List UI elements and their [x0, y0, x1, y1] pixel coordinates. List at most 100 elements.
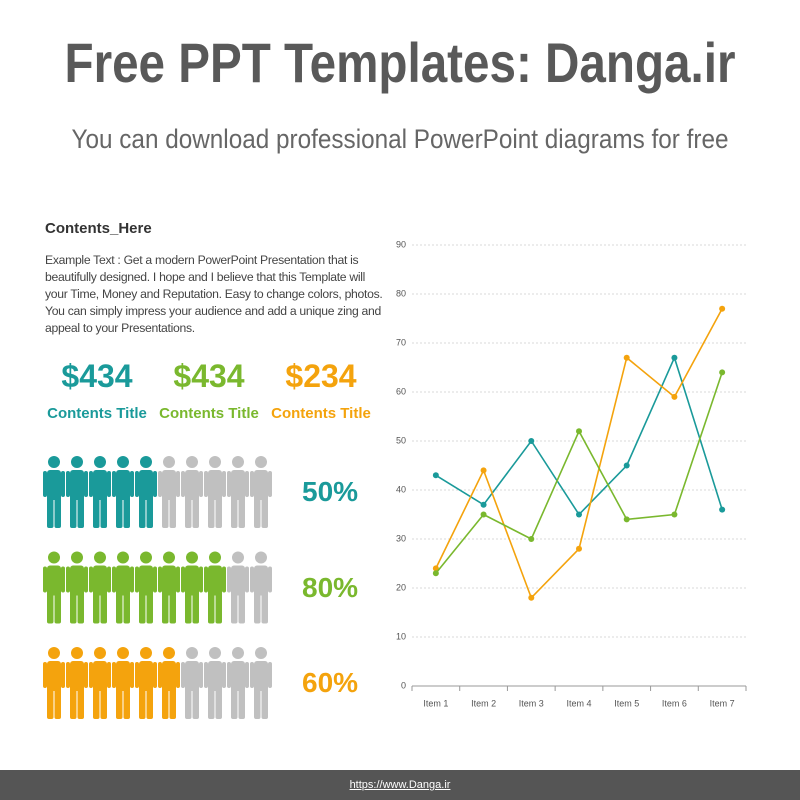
person-head — [232, 456, 244, 468]
person-leg — [54, 687, 61, 719]
point — [623, 462, 630, 469]
person-leg — [47, 496, 54, 528]
footer-link[interactable]: https://www.Danga.ir — [0, 770, 800, 800]
person-icon — [250, 647, 272, 719]
point — [432, 472, 439, 479]
person-leg — [215, 591, 222, 624]
person-arm — [107, 662, 111, 688]
percent-label: 50% — [302, 476, 359, 507]
person-head — [94, 551, 106, 564]
point — [528, 438, 535, 444]
person-arm — [66, 471, 70, 497]
person-arm — [204, 662, 208, 688]
person-icon — [66, 647, 88, 719]
person-leg — [70, 591, 77, 624]
point — [480, 467, 487, 474]
person-head — [140, 647, 152, 659]
y-tick-label: 10 — [396, 631, 406, 641]
person-head — [163, 456, 175, 468]
person-leg — [77, 687, 84, 719]
person-arm — [135, 471, 139, 497]
person-arm — [89, 471, 93, 497]
person-leg — [70, 687, 77, 719]
person-torso — [116, 565, 130, 596]
person-head — [255, 647, 267, 659]
person-leg — [231, 496, 238, 528]
person-arm — [222, 471, 226, 497]
person-arm — [176, 662, 180, 688]
point — [719, 305, 726, 312]
person-torso — [139, 470, 153, 500]
person-arm — [107, 566, 111, 593]
person-leg — [261, 687, 268, 719]
stat-value: $434 — [61, 358, 133, 394]
person-arm — [176, 471, 180, 497]
person-leg — [146, 591, 153, 624]
person-arm — [153, 471, 157, 497]
person-icon — [135, 551, 157, 624]
person-arm — [130, 471, 134, 497]
person-leg — [192, 496, 199, 528]
stat-value: $234 — [285, 358, 357, 394]
person-icon — [66, 456, 88, 528]
person-leg — [231, 591, 238, 624]
person-leg — [192, 687, 199, 719]
chart: 0 10 20 30 40 50 60 70 80 90 Item 1 Item 2 Item 3 Ite… — [43, 239, 747, 719]
person-torso — [208, 661, 222, 691]
person-head — [186, 551, 198, 564]
person-torso — [231, 565, 245, 596]
x-tick-label: Item 5 — [614, 698, 639, 708]
person-icon — [181, 456, 203, 528]
person-leg — [215, 496, 222, 528]
person-head — [163, 647, 175, 659]
person-arm — [61, 566, 65, 593]
person-leg — [139, 591, 146, 624]
person-leg — [116, 496, 123, 528]
person-head — [232, 551, 244, 564]
x-tick-label: Item 1 — [423, 698, 448, 708]
point — [528, 536, 535, 542]
person-torso — [116, 470, 130, 500]
person-arm — [107, 471, 111, 497]
person-arm — [61, 471, 65, 497]
person-arm — [181, 566, 185, 593]
person-head — [232, 647, 244, 659]
y-tick-label: 40 — [396, 484, 406, 494]
person-head — [255, 551, 267, 564]
person-icon — [43, 456, 65, 528]
person-leg — [139, 687, 146, 719]
person-icon — [135, 647, 157, 719]
person-icon — [112, 647, 134, 719]
y-tick-label: 70 — [396, 337, 406, 347]
person-arm — [227, 662, 231, 688]
person-arm — [153, 566, 157, 593]
y-tick-label: 90 — [396, 239, 406, 249]
person-arm — [112, 662, 116, 688]
person-icon — [158, 456, 180, 528]
person-torso — [47, 470, 61, 500]
person-icon — [158, 647, 180, 719]
person-icon — [135, 456, 157, 528]
stat-value: $434 — [173, 358, 245, 394]
x-tick-label: Item 2 — [471, 698, 496, 708]
person-arm — [43, 566, 47, 593]
person-arm — [222, 566, 226, 593]
person-leg — [93, 496, 100, 528]
person-torso — [70, 565, 84, 596]
point — [671, 393, 678, 400]
stat-title: Contents Title — [159, 405, 259, 422]
person-torso — [254, 470, 268, 500]
person-icon — [112, 456, 134, 528]
person-leg — [215, 687, 222, 719]
person-head — [163, 551, 175, 564]
person-head — [117, 456, 129, 468]
person-icon — [204, 647, 226, 719]
person-arm — [250, 471, 254, 497]
person-arm — [227, 471, 231, 497]
person-torso — [185, 470, 199, 500]
person-arm — [66, 662, 70, 688]
person-arm — [112, 471, 116, 497]
point — [432, 565, 439, 572]
person-arm — [245, 662, 249, 688]
